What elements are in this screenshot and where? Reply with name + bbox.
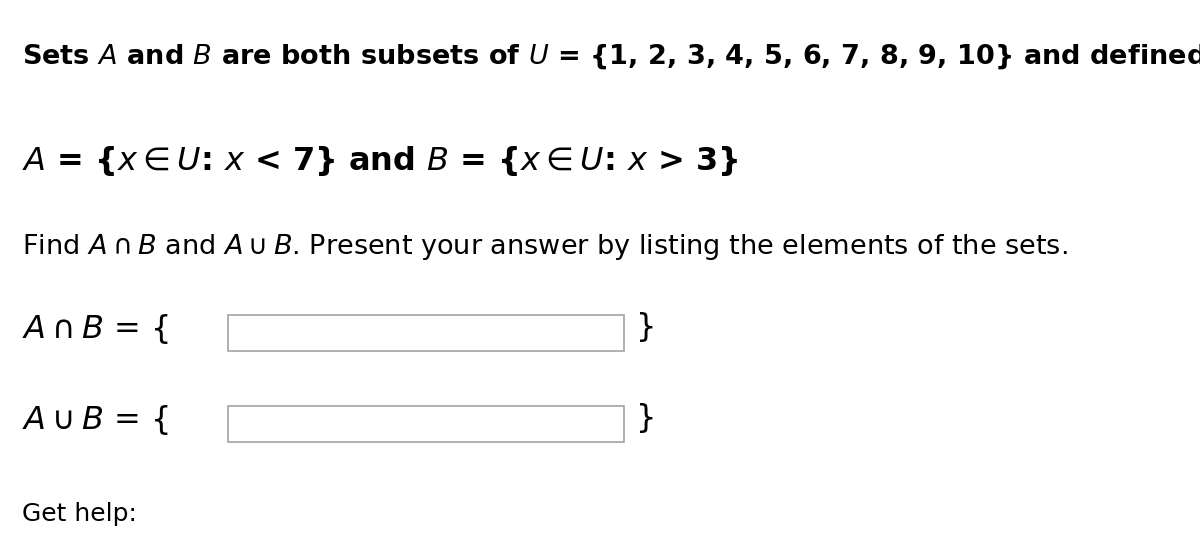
Text: Find $A \cap B$ and $A \cup B$. Present your answer by listing the elements of t: Find $A \cap B$ and $A \cup B$. Present … xyxy=(22,232,1067,262)
Text: $A \cap B$ = {: $A \cap B$ = { xyxy=(22,312,168,347)
Text: }: } xyxy=(636,312,656,343)
Text: Get help:: Get help: xyxy=(22,502,137,526)
Text: $\mathit{A}$ = {$x \in \mathit{U}$: $x$ < 7} and $\mathit{B}$ = {$x \in \mathit{: $\mathit{A}$ = {$x \in \mathit{U}$: $x$ … xyxy=(22,144,738,178)
FancyBboxPatch shape xyxy=(228,315,624,351)
Text: $A \cup B$ = {: $A \cup B$ = { xyxy=(22,403,168,437)
Text: }: } xyxy=(636,403,656,434)
Text: Sets $\mathit{A}$ and $\mathit{B}$ are both subsets of $\mathit{U}$ = {1, 2, 3, : Sets $\mathit{A}$ and $\mathit{B}$ are b… xyxy=(22,43,1200,72)
FancyBboxPatch shape xyxy=(228,406,624,442)
